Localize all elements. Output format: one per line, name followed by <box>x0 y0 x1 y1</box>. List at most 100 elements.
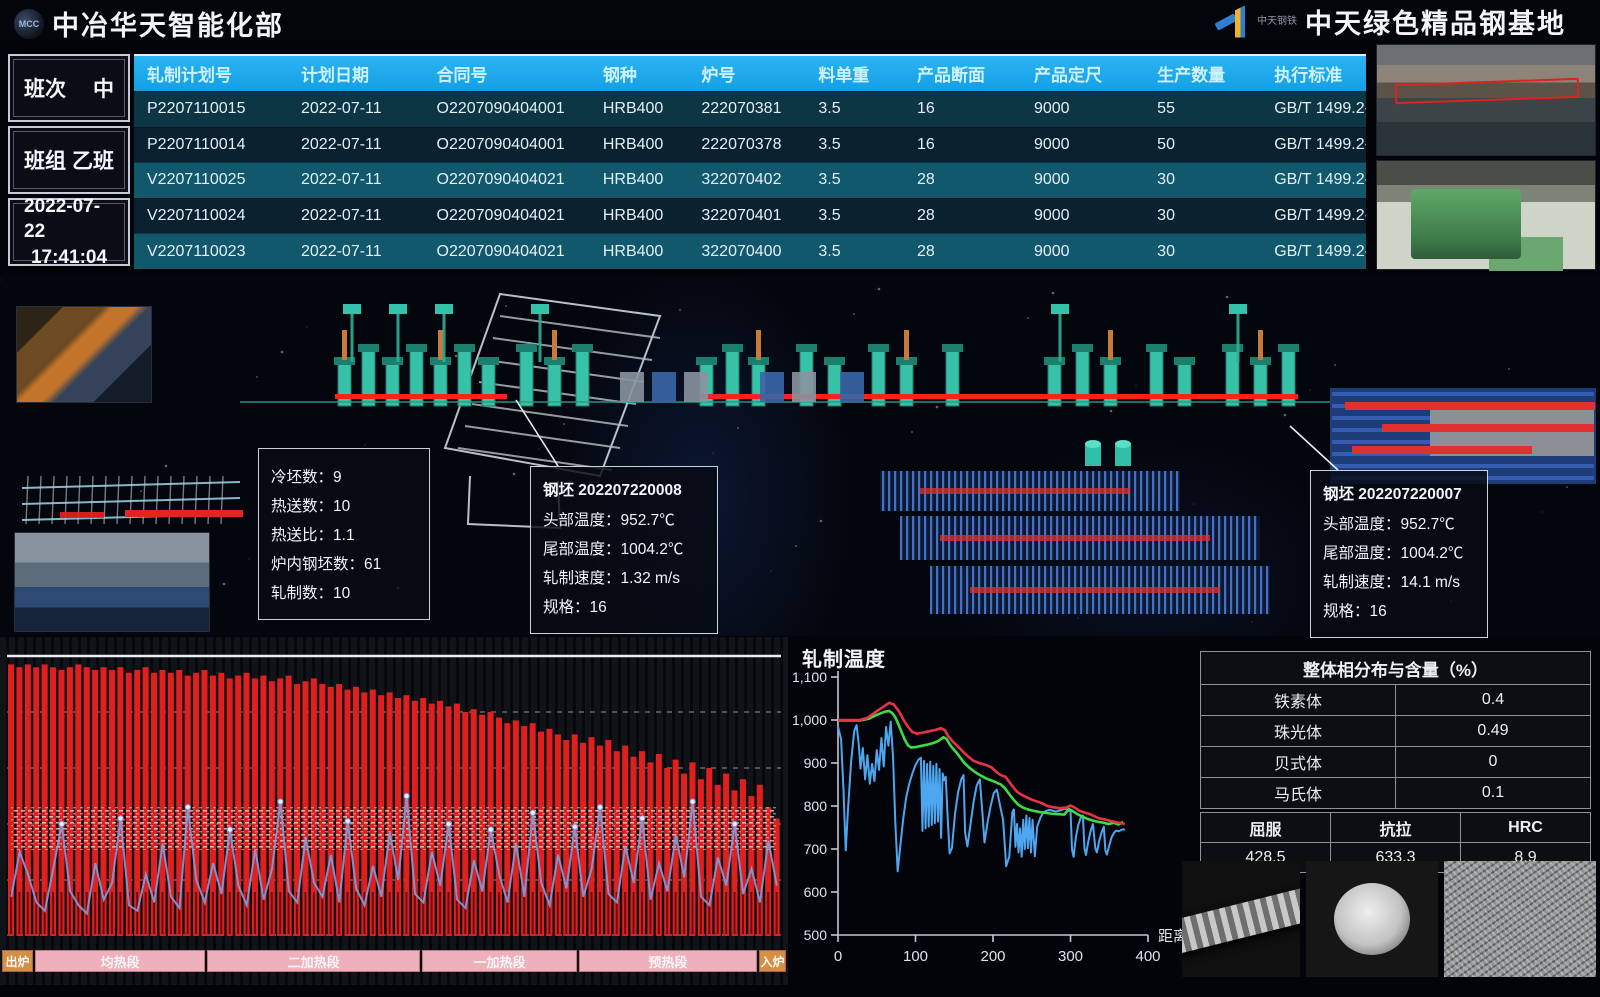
billet-stat-label: 轧制速度： <box>1323 574 1401 591</box>
header-right: 中天钢铁 中天绿色精品钢基地 <box>1214 2 1566 41</box>
billet-stat-label: 尾部温度： <box>1323 545 1401 562</box>
zone-label: 均热段 <box>34 950 206 972</box>
billet-stat-value: 16 <box>589 599 607 616</box>
furnace-bars-graphic <box>7 654 781 936</box>
table-cell: V2207110025 <box>147 171 246 189</box>
table-cell: 3.5 <box>818 135 841 153</box>
table-cell: O2207090404021 <box>436 242 565 260</box>
table-cell: GB/T 1499.2-2018 <box>1274 100 1366 118</box>
grain-photo <box>1306 861 1438 977</box>
clock-box: 2022-07-22 17:41:04 <box>8 196 130 268</box>
column-header: 产品断面 <box>916 66 985 85</box>
table-row: V2207110023 2022-07-11 O2207090404021 HRB40… <box>134 233 1366 269</box>
camera-feed-2 <box>1376 160 1596 270</box>
billet-id: 钢坯 202207220008 <box>543 482 682 499</box>
billet-stat-value: 14.1 m/s <box>1400 574 1460 591</box>
billet-stat-label: 轧制速度： <box>543 570 621 587</box>
table-cell: 3.5 <box>818 207 841 225</box>
microstructure-photo <box>1444 861 1596 977</box>
table-row: V2207110025 2022-07-11 O2207090404021 HRB40… <box>134 162 1366 198</box>
billet-callout-2: 钢坯 202207220007 头部温度：952.7℃ 尾部温度：1004.2℃… <box>1310 470 1488 638</box>
table-cell: 2022-07-11 <box>301 207 382 225</box>
stat-value: 1.1 <box>333 527 355 544</box>
table-cell: V2207110024 <box>147 207 246 225</box>
time-value: 17:41:04 <box>30 246 108 268</box>
mech-header: 屈服 <box>1200 812 1331 843</box>
app-title-right: 中天绿色精品钢基地 <box>1305 9 1566 39</box>
table-cell: P2207110014 <box>147 135 246 153</box>
table-cell: 28 <box>916 242 935 260</box>
furnace-temp-chart: 出炉 均热段 二加热段 一加热段 预热段 入炉 <box>0 637 788 985</box>
svg-text:900: 900 <box>804 755 828 771</box>
billet-stat-value: 952.7℃ <box>620 512 675 529</box>
stat-label: 炉内钢坯数： <box>271 556 365 573</box>
svg-text:0: 0 <box>834 948 842 965</box>
mech-header: HRC <box>1460 812 1591 843</box>
phase-value: 0.49 <box>1395 715 1591 747</box>
table-cell: HRB400 <box>602 207 664 225</box>
rebar-photo <box>1182 861 1300 977</box>
table-cell: 28 <box>916 207 935 225</box>
table-cell: GB/T 1499.2-2018 <box>1274 242 1366 260</box>
phase-panel: 整体相分布与含量（%） 铁素体 0.4 珠光体 0.49 贝式体 0 马氏体 0.1 屈服 抗拉 H… <box>1182 651 1596 977</box>
svg-text:400: 400 <box>1135 948 1160 965</box>
furnace-stats-callout: 冷坯数：9 热送数：10 热送比：1.1 炉内钢坯数：61 轧制数：10 <box>258 448 430 620</box>
svg-text:800: 800 <box>804 798 828 814</box>
zone-label: 一加热段 <box>422 950 577 972</box>
billet-stat-value: 1.32 m/s <box>620 570 680 587</box>
table-cell: 30 <box>1157 171 1175 189</box>
table-cell: V2207110023 <box>147 242 246 260</box>
phase-label: 铁素体 <box>1200 684 1396 716</box>
svg-text:100: 100 <box>903 948 928 965</box>
rolling-temp-chart: 轧制温度 500 600 700 800 900 1,000 1,100 0 100 200 300… <box>790 637 1200 985</box>
table-cell: O2207090404001 <box>436 100 565 118</box>
phase-value: 0.4 <box>1395 684 1591 716</box>
svg-text:700: 700 <box>804 841 828 857</box>
bottom-band: 出炉 均热段 二加热段 一加热段 预热段 入炉 轧制温度 500 600 700 800 900 1… <box>0 637 1600 997</box>
column-header: 钢种 <box>602 66 637 85</box>
table-cell: 222070378 <box>701 135 782 153</box>
table-cell: 322070402 <box>701 171 782 189</box>
stat-label: 冷坯数： <box>271 469 334 486</box>
table-cell: HRB400 <box>602 135 664 153</box>
billet-id: 钢坯 202207220007 <box>1323 486 1462 503</box>
phase-value: 0 <box>1395 746 1591 778</box>
svg-text:1,100: 1,100 <box>792 669 827 685</box>
header: MCC 中冶华天智能化部 中天钢铁 中天绿色精品钢基地 <box>0 0 1600 42</box>
mill-equipment-graphic <box>0 279 1596 627</box>
table-cell: 9000 <box>1033 171 1070 189</box>
table-row: P2207110014 2022-07-11 O2207090404001 HRB40… <box>134 126 1366 163</box>
phase-label: 珠光体 <box>1200 715 1396 747</box>
table-cell: P2207110015 <box>147 100 246 118</box>
table-cell: 55 <box>1157 100 1175 118</box>
table-cell: 3.5 <box>818 242 841 260</box>
micro-images <box>1182 861 1596 977</box>
table-cell: 16 <box>916 100 935 118</box>
zone-label: 预热段 <box>578 950 757 972</box>
table-cell: GB/T 1499.2-2018 <box>1274 171 1366 189</box>
table-cell: 9000 <box>1033 207 1070 225</box>
table-row: V2207110024 2022-07-11 O2207090404021 HRB40… <box>134 197 1366 234</box>
app-title-left: 中冶华天智能化部 <box>52 11 284 41</box>
table-cell: O2207090404001 <box>436 135 565 153</box>
table-header-row: 轧制计划号 计划日期 合同号 钢种 炉号 料单重 产品断面 产品定尺 生产数量 执行标准 <box>134 56 1366 91</box>
table-cell: 2022-07-11 <box>301 135 382 153</box>
billet-stat-value: 1004.2℃ <box>1400 545 1464 562</box>
table-cell: 28 <box>916 171 935 189</box>
photo-workshop <box>14 532 210 632</box>
date-value: 2022-07-22 <box>24 195 101 243</box>
column-header: 计划日期 <box>301 66 369 85</box>
svg-text:300: 300 <box>1058 948 1083 965</box>
table-cell: HRB400 <box>602 171 664 189</box>
table-cell: 322070401 <box>701 207 782 225</box>
phase-label: 贝式体 <box>1200 746 1396 778</box>
column-header: 执行标准 <box>1274 66 1343 85</box>
table-cell: 3.5 <box>818 100 841 118</box>
billet-callout-1: 钢坯 202207220008 头部温度：952.7℃ 尾部温度：1004.2℃… <box>530 466 718 634</box>
team-box: 班组 乙班 <box>8 126 130 194</box>
table-cell: 16 <box>916 135 935 153</box>
table-cell: 222070381 <box>701 100 782 118</box>
phase-row: 马氏体 0.1 <box>1200 777 1591 809</box>
billet-stat-value: 952.7℃ <box>1400 516 1455 533</box>
